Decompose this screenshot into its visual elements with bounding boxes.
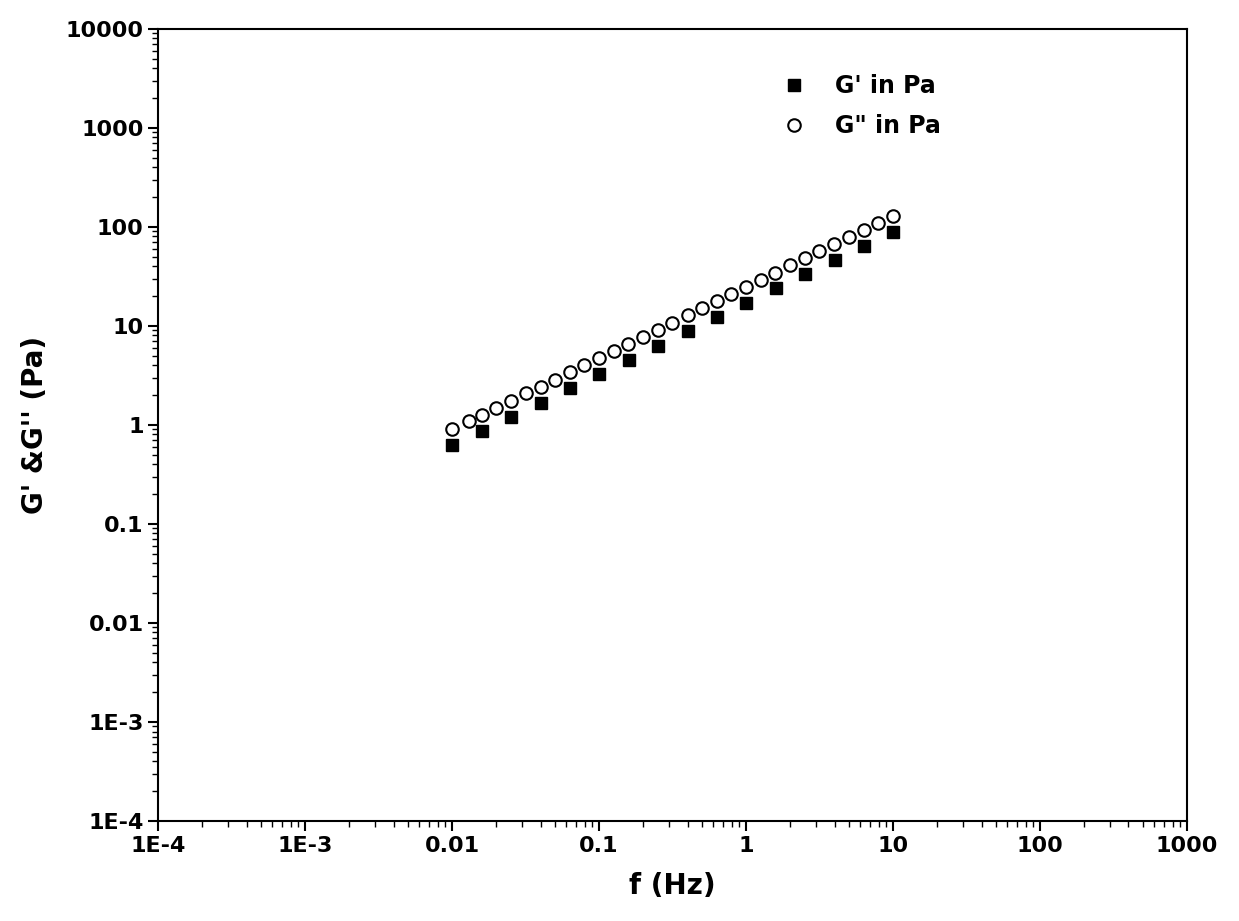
G" in Pa <box>738 281 753 292</box>
G" in Pa <box>548 374 563 385</box>
G' in Pa <box>828 254 843 265</box>
G' in Pa <box>680 326 695 337</box>
G" in Pa <box>856 225 871 236</box>
G" in Pa <box>489 402 504 414</box>
G' in Pa <box>768 283 783 294</box>
G' in Pa <box>475 426 489 437</box>
G" in Pa <box>461 415 476 426</box>
G" in Pa <box>768 267 783 278</box>
G" in Pa <box>709 296 724 307</box>
G' in Pa <box>738 297 753 309</box>
G" in Pa <box>621 339 636 350</box>
G" in Pa <box>445 424 460 435</box>
G" in Pa <box>591 353 606 364</box>
G' in Pa <box>650 340 665 351</box>
Y-axis label: G' &G'' (Pa): G' &G'' (Pa) <box>21 336 48 514</box>
G" in Pa <box>753 274 768 286</box>
G" in Pa <box>533 381 548 392</box>
G" in Pa <box>650 324 665 335</box>
G' in Pa <box>622 354 637 365</box>
G" in Pa <box>665 317 680 328</box>
G' in Pa <box>533 397 548 408</box>
G' in Pa <box>563 383 577 394</box>
G" in Pa <box>563 367 577 378</box>
G" in Pa <box>503 395 518 406</box>
G" in Pa <box>871 217 886 228</box>
G" in Pa <box>724 288 738 299</box>
G" in Pa <box>798 253 813 264</box>
Line: G' in Pa: G' in Pa <box>446 226 898 451</box>
G" in Pa <box>694 303 709 314</box>
G" in Pa <box>680 309 695 321</box>
G" in Pa <box>812 246 826 257</box>
G" in Pa <box>475 409 489 420</box>
G' in Pa <box>591 368 606 379</box>
G' in Pa <box>709 311 724 322</box>
Legend: G' in Pa, G" in Pa: G' in Pa, G" in Pa <box>767 64 950 147</box>
G' in Pa <box>797 269 812 280</box>
G" in Pa <box>826 239 841 250</box>
X-axis label: f (Hz): f (Hz) <box>629 872 716 900</box>
G" in Pa <box>606 345 621 356</box>
G' in Pa <box>886 226 901 237</box>
Line: G" in Pa: G" in Pa <box>446 209 900 436</box>
G" in Pa <box>783 260 798 271</box>
G" in Pa <box>636 332 650 343</box>
G' in Pa <box>503 412 518 423</box>
G" in Pa <box>576 360 591 371</box>
G' in Pa <box>445 440 460 451</box>
G" in Pa <box>841 231 856 242</box>
G" in Pa <box>886 210 901 221</box>
G' in Pa <box>856 240 871 251</box>
G" in Pa <box>519 388 534 399</box>
